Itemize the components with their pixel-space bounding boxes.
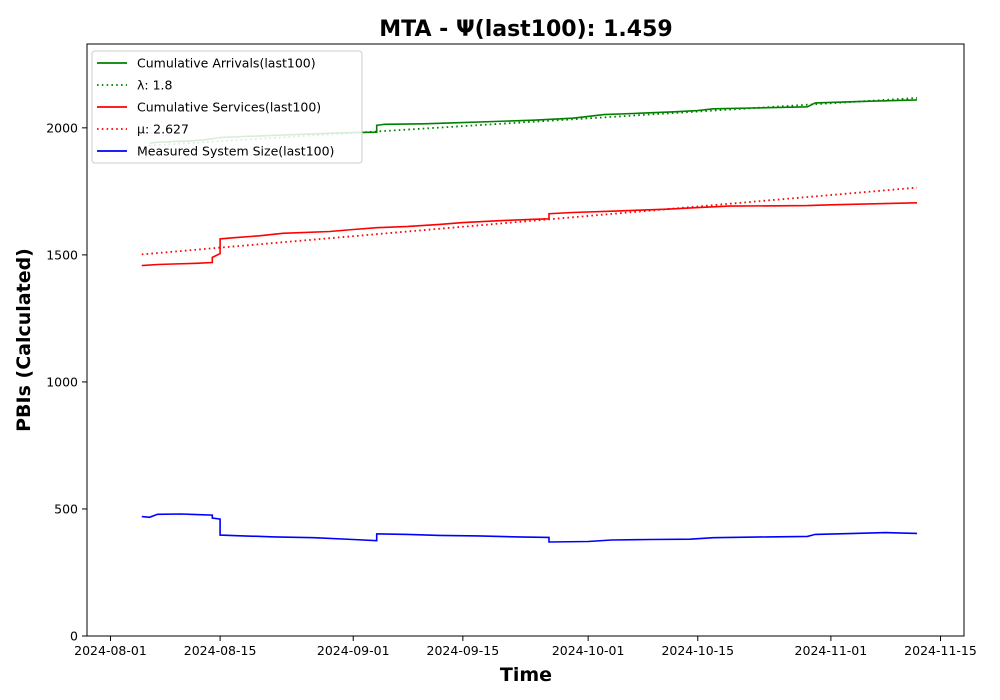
y-axis-ticks: 0 500 1000 1500 2000 [46, 120, 87, 644]
x-axis-label: Time [500, 664, 552, 686]
x-tick-label: 2024-09-15 [427, 643, 500, 658]
series-line-2 [149, 97, 918, 147]
y-tick-label: 500 [54, 501, 78, 516]
plot-frame [86, 43, 965, 637]
legend-label-4: μ: 2.627 [137, 122, 189, 137]
series-line-5 [141, 513, 918, 543]
legend-label-2: λ: 1.8 [137, 78, 173, 93]
x-tick-label: 2024-10-01 [552, 643, 625, 658]
x-tick-label: 2024-11-15 [904, 643, 977, 658]
x-tick-label: 2024-08-01 [74, 643, 147, 658]
legend-label-1: Cumulative Arrivals(last100) [137, 56, 316, 71]
y-tick-label: 2000 [46, 120, 78, 135]
x-tick-label: 2024-11-01 [795, 643, 868, 658]
chart-title: MTA - Ψ(last100): 1.459 [379, 17, 672, 42]
y-tick-label: 0 [70, 629, 78, 644]
legend-label-3: Cumulative Services(last100) [137, 100, 321, 115]
legend-box [91, 50, 363, 164]
legend-label-5: Measured System Size(last100) [137, 144, 334, 159]
y-tick-label: 1500 [46, 247, 78, 262]
x-axis-ticks: 2024-08-01 2024-08-15 2024-09-01 2024-09-15… [74, 636, 977, 658]
y-tick-label: 1000 [46, 374, 78, 389]
legend: Cumulative Arrivals(last100) λ: 1.8 Cumula… [91, 50, 363, 164]
x-tick-label: 2024-09-01 [317, 643, 390, 658]
series-line-3 [141, 202, 918, 267]
x-tick-label: 2024-10-15 [661, 643, 734, 658]
x-tick-label: 2024-08-15 [184, 643, 257, 658]
y-axis-label: PBIs (Calculated) [13, 248, 35, 432]
series-line-4 [141, 186, 918, 256]
